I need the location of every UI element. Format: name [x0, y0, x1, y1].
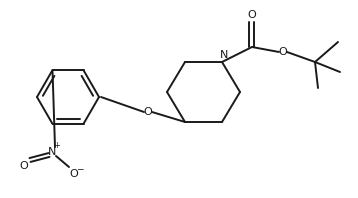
Text: O: O	[248, 10, 256, 20]
Text: O: O	[20, 161, 28, 171]
Text: +: +	[54, 142, 61, 150]
Text: N: N	[220, 50, 228, 60]
Text: O: O	[279, 47, 287, 57]
Text: O: O	[69, 169, 78, 179]
Text: N: N	[48, 147, 56, 157]
Text: O: O	[144, 107, 153, 117]
Text: −: −	[76, 165, 84, 173]
